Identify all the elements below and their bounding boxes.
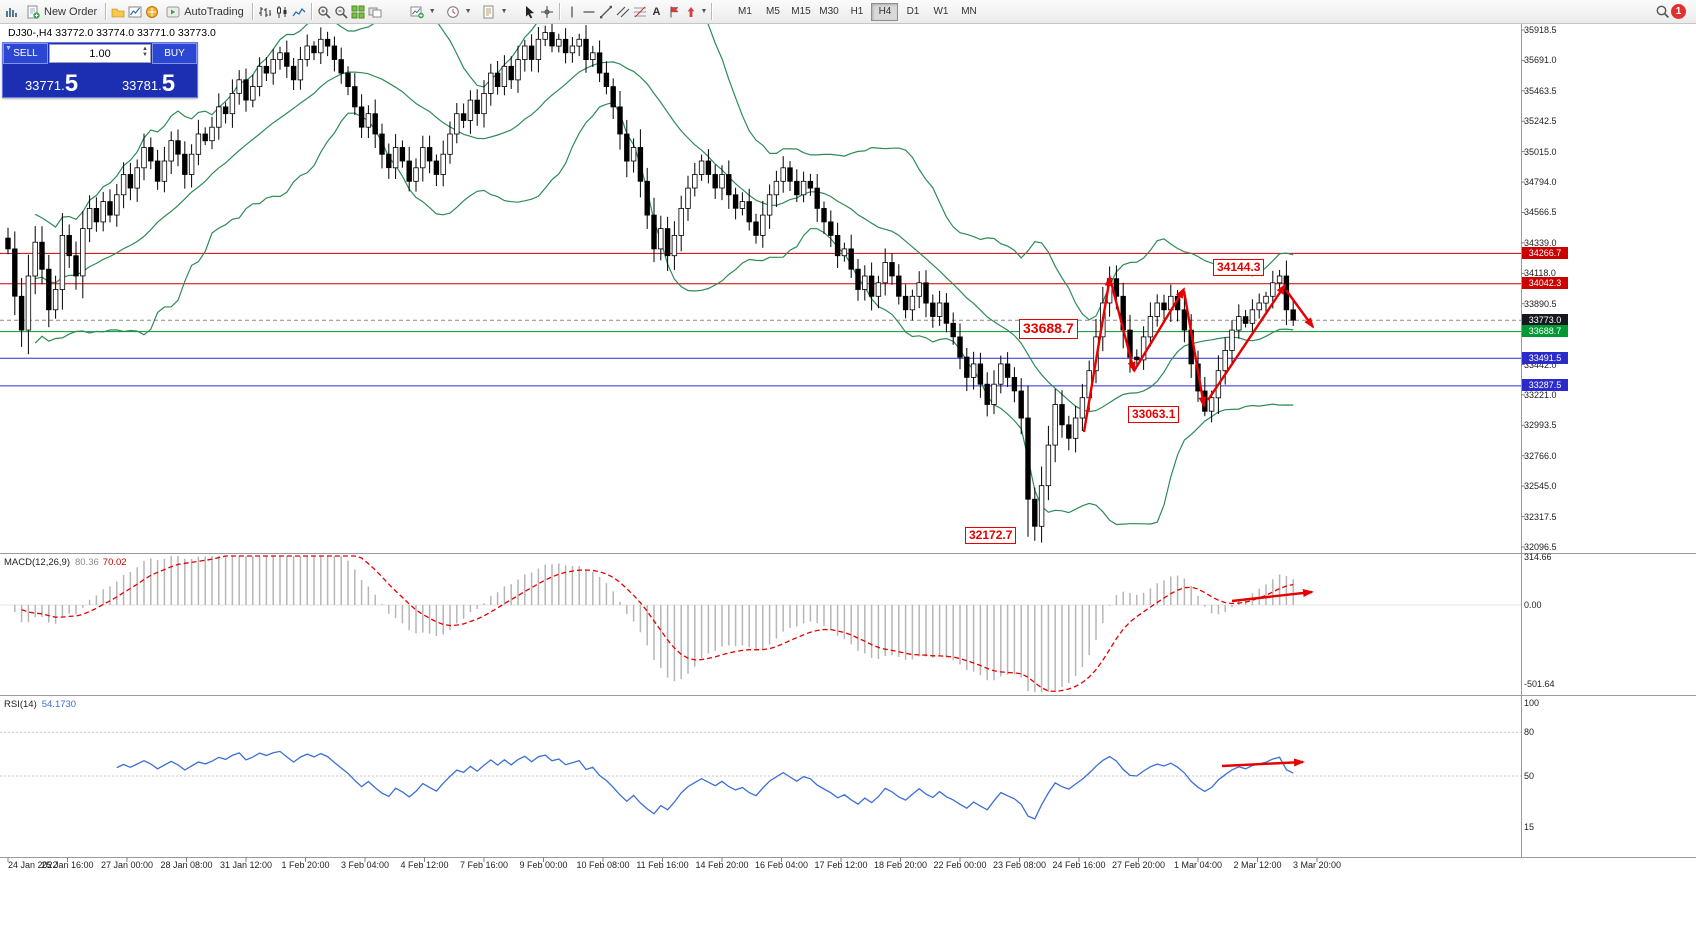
toolbar-divider (105, 3, 107, 20)
rsi-pane[interactable] (0, 731, 1521, 820)
fibonacci-icon[interactable] (632, 4, 648, 20)
text-tool-icon[interactable]: A (652, 5, 661, 18)
buy-price[interactable]: 33781. 5 (100, 64, 197, 97)
macd-value: 80.36 (75, 557, 99, 568)
timeframe-w1[interactable]: W1 (927, 3, 954, 21)
sell-price-pips: 5 (64, 70, 79, 98)
bollinger-band (35, 61, 1294, 413)
timeframe-m5[interactable]: M5 (759, 3, 786, 21)
sell-price-main: 33771. (24, 77, 65, 93)
trend-arrow[interactable] (1221, 758, 1305, 768)
spinner-up-icon[interactable]: ▲ (142, 46, 148, 52)
spinner-down-icon[interactable]: ▼ (142, 52, 148, 58)
horizontal-line-icon[interactable] (581, 4, 597, 20)
chart-ohlc-line: DJ30-,H4 33772.0 33774.0 33771.0 33773.0 (8, 27, 216, 39)
trend-arrow[interactable] (1132, 287, 1186, 372)
volume-spinner[interactable]: ▲ ▼ (142, 46, 148, 58)
buy-button[interactable]: BUY (152, 43, 197, 64)
sell-price[interactable]: 33771. 5 (3, 64, 100, 97)
trend-arrow[interactable] (1285, 289, 1315, 329)
bar-chart-icon[interactable] (257, 4, 273, 20)
chart-bars-icon[interactable] (4, 4, 20, 20)
label-tool-icon[interactable] (666, 4, 682, 20)
chevron-down-icon[interactable]: ▼ (700, 8, 708, 15)
trendline-icon[interactable] (598, 4, 614, 20)
autotrading-label: AutoTrading (184, 5, 244, 18)
sell-button[interactable]: SELL (3, 43, 48, 64)
vertical-line-icon[interactable] (564, 4, 580, 20)
template-icon (481, 4, 497, 20)
bollinger-band (34, 101, 1294, 526)
chevron-down-icon: ▼ (464, 8, 472, 15)
toolbar-divider (711, 3, 713, 20)
macd-name: MACD(12,26,9) (4, 557, 70, 568)
new-chart-icon (409, 4, 425, 20)
buy-price-pips: 5 (161, 70, 176, 98)
trend-arrow[interactable] (1082, 275, 1113, 433)
autotrading-button[interactable]: AutoTrading (161, 2, 248, 22)
autotrading-icon (165, 4, 181, 20)
macd-signal-value: 70.02 (102, 557, 127, 568)
cascade-windows-icon[interactable] (367, 4, 383, 20)
equidistant-channel-icon[interactable] (615, 4, 631, 20)
toolbar-divider (251, 3, 253, 20)
notification-badge[interactable]: 1 (1671, 4, 1686, 19)
new-order-icon (25, 4, 41, 20)
templates-dropdown[interactable]: ▼ (477, 2, 512, 22)
toolbar-divider (310, 3, 312, 20)
trend-arrow[interactable] (1231, 589, 1314, 603)
macd-signal-line (21, 555, 1294, 693)
zoom-out-icon[interactable] (333, 4, 349, 20)
one-click-collapse-toggle[interactable]: ▼ (5, 45, 12, 52)
price-pane[interactable] (0, 0, 1521, 543)
zoom-in-icon[interactable] (316, 4, 332, 20)
macd-pane[interactable] (0, 555, 1521, 693)
new-order-label: New Order (44, 5, 98, 18)
one-click-trading-panel: ▼ SELL 1.00 ▲ ▼ BUY 33771. 5 33781. 5 (2, 42, 198, 98)
rsi-name: RSI(14) (4, 699, 37, 710)
toolbar-divider (558, 3, 560, 20)
timeframe-m1[interactable]: M1 (731, 3, 758, 21)
volume-stepper[interactable]: 1.00 ▲ ▼ (49, 44, 151, 63)
profiles-icon[interactable] (110, 4, 126, 20)
rsi-label: RSI(14) 54.1730 (4, 699, 76, 710)
market-watch-icon[interactable] (127, 4, 143, 20)
chevron-down-icon: ▼ (428, 8, 436, 15)
new-chart-dropdown[interactable]: ▼ (405, 2, 440, 22)
timeframe-mn[interactable]: MN (955, 3, 982, 21)
timeframe-d1[interactable]: D1 (899, 3, 926, 21)
crosshair-icon[interactable] (539, 4, 555, 20)
volume-input[interactable]: 1.00 (89, 47, 111, 60)
navigator-icon[interactable] (144, 4, 160, 20)
timeframe-h4[interactable]: H4 (871, 2, 899, 21)
trend-arrow[interactable] (1109, 281, 1136, 373)
timeframe-m30[interactable]: M30 (815, 3, 842, 21)
search-icon[interactable] (1654, 4, 1670, 20)
periods-dropdown[interactable]: ▼ (441, 2, 476, 22)
tile-windows-icon[interactable] (350, 4, 366, 20)
cursor-icon[interactable] (522, 4, 538, 20)
clock-icon (445, 4, 461, 20)
arrows-tool-icon[interactable] (683, 4, 699, 20)
line-chart-icon[interactable] (291, 4, 307, 20)
chevron-down-icon: ▼ (500, 8, 508, 15)
bollinger-band (34, 23, 1294, 321)
new-order-button[interactable]: New Order (21, 2, 101, 22)
toolbar: New Order AutoTrading (0, 0, 1696, 24)
trend-arrow[interactable] (1182, 290, 1207, 408)
trend-arrow[interactable] (1207, 283, 1287, 401)
macd-label: MACD(12,26,9) 80.36 70.02 (4, 557, 127, 568)
rsi-line (116, 750, 1294, 820)
candle-chart-icon[interactable] (274, 4, 290, 20)
timeframe-m15[interactable]: M15 (787, 3, 814, 21)
timeframe-h1[interactable]: H1 (843, 3, 870, 21)
buy-price-main: 33781. (121, 77, 162, 93)
rsi-value: 54.1730 (41, 699, 77, 710)
